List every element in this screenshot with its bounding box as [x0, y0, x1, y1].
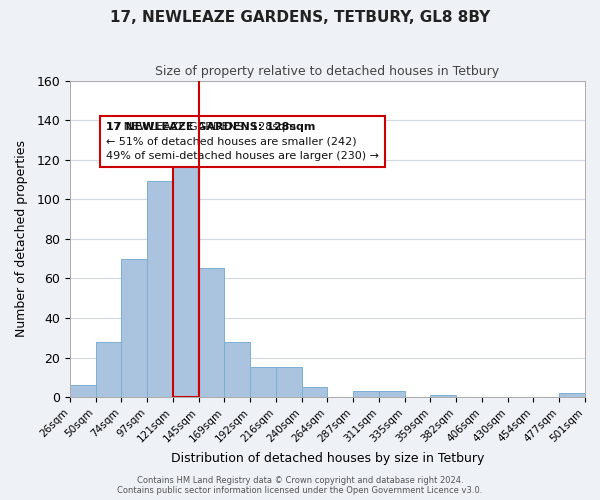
Bar — [70, 385, 95, 397]
Bar — [353, 391, 379, 397]
Bar — [302, 387, 328, 397]
Bar — [147, 182, 173, 397]
Text: 17 NEWLEAZE GARDENS: 128sqm
← 51% of detached houses are smaller (242)
49% of se: 17 NEWLEAZE GARDENS: 128sqm ← 51% of det… — [106, 122, 379, 162]
Text: Contains HM Land Registry data © Crown copyright and database right 2024.
Contai: Contains HM Land Registry data © Crown c… — [118, 476, 482, 495]
Bar — [250, 368, 276, 397]
Bar — [430, 395, 456, 397]
Y-axis label: Number of detached properties: Number of detached properties — [15, 140, 28, 338]
X-axis label: Distribution of detached houses by size in Tetbury: Distribution of detached houses by size … — [171, 452, 484, 465]
Bar — [559, 393, 585, 397]
Bar — [121, 258, 147, 397]
Bar — [224, 342, 250, 397]
Bar — [95, 342, 121, 397]
Text: 17, NEWLEAZE GARDENS, TETBURY, GL8 8BY: 17, NEWLEAZE GARDENS, TETBURY, GL8 8BY — [110, 10, 490, 25]
Bar — [379, 391, 405, 397]
Bar — [199, 268, 224, 397]
Title: Size of property relative to detached houses in Tetbury: Size of property relative to detached ho… — [155, 65, 500, 78]
Bar — [276, 368, 302, 397]
Text: 17 NEWLEAZE GARDENS: 128sqm: 17 NEWLEAZE GARDENS: 128sqm — [106, 122, 316, 162]
Bar — [173, 138, 199, 397]
